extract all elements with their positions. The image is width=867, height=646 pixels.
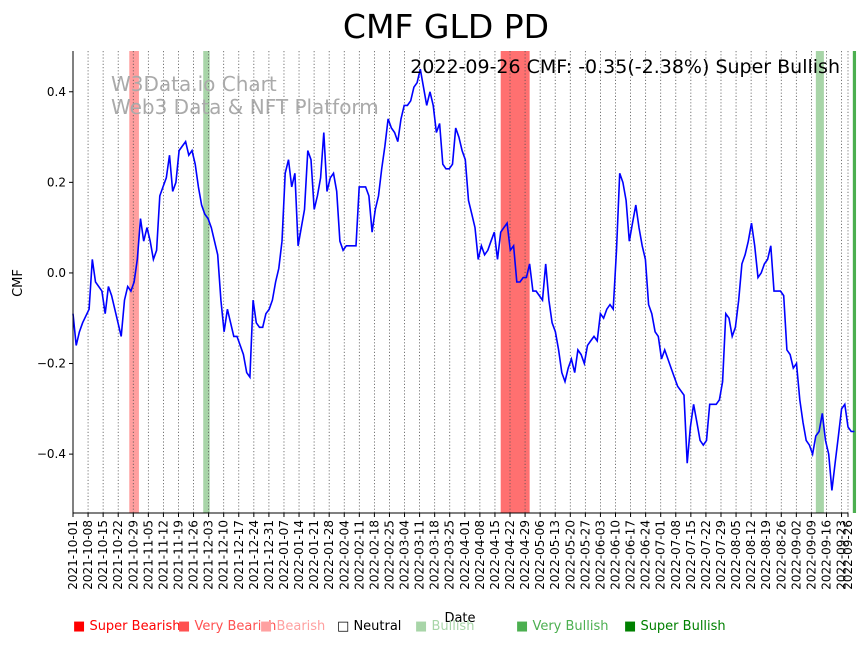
- x-tick-label: 2022-01-21: [307, 520, 321, 590]
- chart-title: CMF GLD PD: [343, 7, 549, 46]
- x-tick-label: 2022-09-09: [804, 520, 818, 590]
- x-tick-label: 2021-11-19: [172, 520, 186, 590]
- x-tick-label: 2022-09-26: [841, 520, 855, 590]
- legend-item-very-bearish: ■ Very Bearish: [178, 619, 276, 634]
- x-tick-label: 2022-05-20: [563, 520, 577, 590]
- x-tick-label: 2022-09-23: [835, 520, 849, 590]
- x-tick-label: 2022-06-17: [624, 520, 638, 590]
- legend-item-bullish: ■ Bullish: [415, 619, 474, 634]
- y-axis-label: CMF: [11, 269, 26, 297]
- legend-label: Very Bearish: [194, 619, 277, 634]
- legend-label: Super Bullish: [640, 619, 726, 634]
- legend: ■ Super Bearish ■ Very Bearish ■ Bearish…: [0, 619, 867, 639]
- x-tick-label: 2022-06-10: [609, 520, 623, 590]
- x-tick-label: 2021-10-22: [111, 520, 125, 590]
- band-bullish: [203, 51, 210, 513]
- legend-label: Neutral: [353, 619, 402, 634]
- x-tick-label: 2022-03-11: [413, 520, 427, 590]
- watermark-line-1: W3Data.io Chart: [111, 72, 277, 96]
- x-tick-label: 2022-01-28: [322, 520, 336, 590]
- legend-item-neutral: □ Neutral: [337, 619, 401, 634]
- watermark-line-2: Web3 Data & NFT Platform: [111, 95, 379, 119]
- legend-marker: ■: [178, 619, 191, 634]
- legend-label: Bearish: [276, 619, 326, 634]
- y-tick-label: 0.4: [47, 85, 66, 99]
- x-tick-label: 2022-07-29: [714, 520, 728, 590]
- band-super-bullish: [852, 51, 857, 513]
- x-tick-label: 2022-03-18: [428, 520, 442, 590]
- axes: [72, 51, 848, 514]
- x-tick-label: 2022-07-08: [669, 520, 683, 590]
- x-tick-label: 2022-04-15: [488, 520, 502, 590]
- x-tick-label: 2022-01-14: [292, 520, 306, 590]
- x-tick-label: 2022-07-01: [654, 520, 668, 590]
- x-tick-label: 2021-11-26: [187, 520, 201, 590]
- x-tick-label: 2022-06-03: [593, 520, 607, 590]
- legend-marker: ■: [260, 619, 273, 634]
- x-tick-label: 2021-11-05: [141, 520, 155, 590]
- x-tick-label: 2022-05-06: [533, 520, 547, 590]
- x-tick-label: 2021-12-31: [262, 520, 276, 590]
- x-tick-label: 2022-04-01: [458, 520, 472, 590]
- x-tick-label: 2022-07-15: [684, 520, 698, 590]
- x-tick-label: 2022-02-25: [383, 520, 397, 590]
- latest-value-annotation: 2022-09-26 CMF: -0.35(-2.38%) Super Bull…: [410, 56, 840, 78]
- cmf-series-line: [72, 68, 855, 491]
- y-ticks: 0.4 0.2 0.0 −0.2 −0.4: [37, 85, 73, 461]
- x-tick-label: 2022-05-27: [578, 520, 592, 590]
- x-tick-label: 2021-12-03: [202, 520, 216, 590]
- x-tick-label: 2021-12-24: [247, 520, 261, 590]
- band-bullish: [815, 51, 824, 513]
- x-tick-label: 2022-08-12: [744, 520, 758, 590]
- legend-marker: ■: [73, 619, 86, 634]
- signal-bands: [129, 51, 857, 513]
- x-tick-label: 2022-03-04: [398, 520, 412, 590]
- x-tick-label: 2022-09-16: [820, 520, 834, 590]
- x-tick-label: 2022-07-22: [699, 520, 713, 590]
- legend-item-super-bullish: ■ Super Bullish: [624, 619, 726, 634]
- legend-marker: ■: [516, 619, 529, 634]
- x-tick-label: 2022-01-07: [277, 520, 291, 590]
- x-tick-label: 2022-08-26: [774, 520, 788, 590]
- x-tick-label: 2021-10-15: [96, 520, 110, 590]
- x-tick-label: 2022-04-29: [518, 520, 532, 590]
- x-tick-label: 2021-11-12: [156, 520, 170, 590]
- legend-label: Bullish: [431, 619, 475, 634]
- x-tick-label: 2022-04-08: [473, 520, 487, 590]
- y-tick-label: −0.2: [37, 357, 66, 371]
- x-tick-label: 2022-03-25: [443, 520, 457, 590]
- x-tick-label: 2021-12-10: [217, 520, 231, 590]
- legend-marker: □: [337, 619, 350, 634]
- legend-item-super-bearish: ■ Super Bearish: [73, 619, 181, 634]
- x-tick-label: 2022-02-18: [367, 520, 381, 590]
- watermark: W3Data.io Chart Web3 Data & NFT Platform: [111, 72, 379, 119]
- x-tick-label: 2022-08-19: [759, 520, 773, 590]
- x-tick-label: 2022-04-22: [503, 520, 517, 590]
- x-tick-label: 2022-09-02: [789, 520, 803, 590]
- legend-marker: ■: [415, 619, 428, 634]
- x-axis-label: Date: [444, 611, 475, 626]
- x-tick-label: 2022-02-11: [352, 520, 366, 590]
- x-tick-label: 2022-02-04: [337, 520, 351, 590]
- x-tick-label: 2021-10-08: [81, 520, 95, 590]
- x-tick-label: 2021-12-17: [232, 520, 246, 590]
- x-gridlines: [72, 51, 849, 513]
- x-ticks: 2021-10-01 2021-10-08 2021-10-15 2021-10-22…: [66, 513, 855, 590]
- y-tick-label: 0.2: [47, 175, 66, 189]
- legend-label: Super Bearish: [89, 619, 181, 634]
- x-tick-label: 2021-10-29: [126, 520, 140, 590]
- x-tick-label: 2022-06-24: [639, 520, 653, 590]
- x-tick-label: 2022-08-05: [729, 520, 743, 590]
- legend-item-very-bullish: ■ Very Bullish: [516, 619, 609, 634]
- y-tick-label: 0.0: [47, 266, 66, 280]
- x-tick-label: 2021-10-01: [66, 520, 80, 590]
- legend-item-bearish: ■ Bearish: [260, 619, 325, 634]
- y-tick-label: −0.4: [37, 447, 66, 461]
- legend-marker: ■: [624, 619, 637, 634]
- x-tick-label: 2022-05-13: [548, 520, 562, 590]
- legend-label: Very Bullish: [532, 619, 609, 634]
